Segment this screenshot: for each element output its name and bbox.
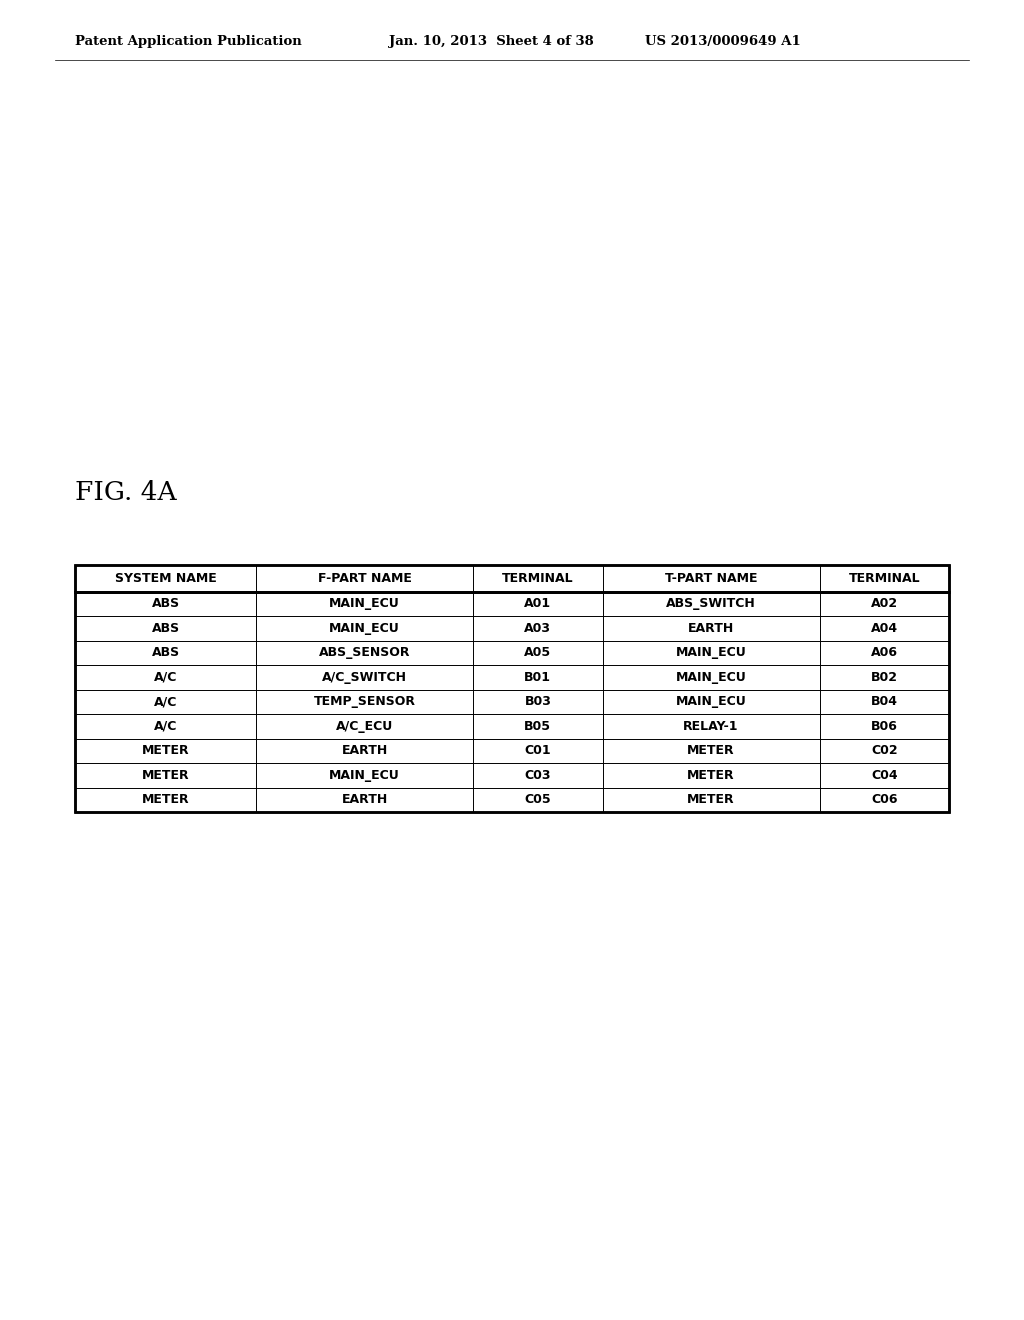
Text: B02: B02	[870, 671, 898, 684]
Text: C04: C04	[871, 768, 898, 781]
Bar	[75, 565, 949, 812]
Text: MAIN_ECU: MAIN_ECU	[330, 597, 400, 610]
Text: T-PART NAME: T-PART NAME	[665, 572, 758, 585]
Text: B06: B06	[871, 719, 898, 733]
Text: METER: METER	[687, 768, 735, 781]
Text: METER: METER	[141, 793, 189, 807]
Text: Patent Application Publication: Patent Application Publication	[75, 36, 302, 49]
Text: ABS: ABS	[152, 622, 179, 635]
Text: A/C: A/C	[154, 671, 177, 684]
Text: METER: METER	[141, 768, 189, 781]
Text: A01: A01	[524, 597, 551, 610]
Text: A/C_ECU: A/C_ECU	[336, 719, 393, 733]
Text: EARTH: EARTH	[688, 622, 734, 635]
Text: Jan. 10, 2013  Sheet 4 of 38: Jan. 10, 2013 Sheet 4 of 38	[389, 36, 594, 49]
Text: A/C: A/C	[154, 696, 177, 709]
Text: C02: C02	[871, 744, 898, 758]
Text: MAIN_ECU: MAIN_ECU	[330, 768, 400, 781]
Text: TEMP_SENSOR: TEMP_SENSOR	[313, 696, 416, 709]
Text: ABS_SWITCH: ABS_SWITCH	[667, 597, 756, 610]
Text: A/C_SWITCH: A/C_SWITCH	[323, 671, 408, 684]
Text: EARTH: EARTH	[341, 793, 388, 807]
Text: MAIN_ECU: MAIN_ECU	[676, 647, 746, 659]
Text: C06: C06	[871, 793, 898, 807]
Text: A06: A06	[870, 647, 898, 659]
Text: METER: METER	[141, 744, 189, 758]
Text: US 2013/0009649 A1: US 2013/0009649 A1	[645, 36, 801, 49]
Text: B04: B04	[870, 696, 898, 709]
Text: MAIN_ECU: MAIN_ECU	[330, 622, 400, 635]
Text: F-PART NAME: F-PART NAME	[317, 572, 412, 585]
Text: FIG. 4A: FIG. 4A	[75, 480, 176, 506]
Bar	[75, 565, 949, 812]
Text: B01: B01	[524, 671, 551, 684]
Text: SYSTEM NAME: SYSTEM NAME	[115, 572, 216, 585]
Text: C01: C01	[524, 744, 551, 758]
Text: C05: C05	[524, 793, 551, 807]
Text: A/C: A/C	[154, 719, 177, 733]
Text: RELAY-1: RELAY-1	[683, 719, 739, 733]
Text: C03: C03	[524, 768, 551, 781]
Text: A04: A04	[870, 622, 898, 635]
Text: MAIN_ECU: MAIN_ECU	[676, 671, 746, 684]
Text: A05: A05	[524, 647, 551, 659]
Text: TERMINAL: TERMINAL	[502, 572, 573, 585]
Text: ABS_SENSOR: ABS_SENSOR	[318, 647, 411, 659]
Text: A03: A03	[524, 622, 551, 635]
Text: A02: A02	[870, 597, 898, 610]
Text: EARTH: EARTH	[341, 744, 388, 758]
Text: TERMINAL: TERMINAL	[849, 572, 921, 585]
Text: METER: METER	[687, 793, 735, 807]
Text: MAIN_ECU: MAIN_ECU	[676, 696, 746, 709]
Text: METER: METER	[687, 744, 735, 758]
Text: ABS: ABS	[152, 597, 179, 610]
Text: ABS: ABS	[152, 647, 179, 659]
Text: B05: B05	[524, 719, 551, 733]
Text: B03: B03	[524, 696, 551, 709]
